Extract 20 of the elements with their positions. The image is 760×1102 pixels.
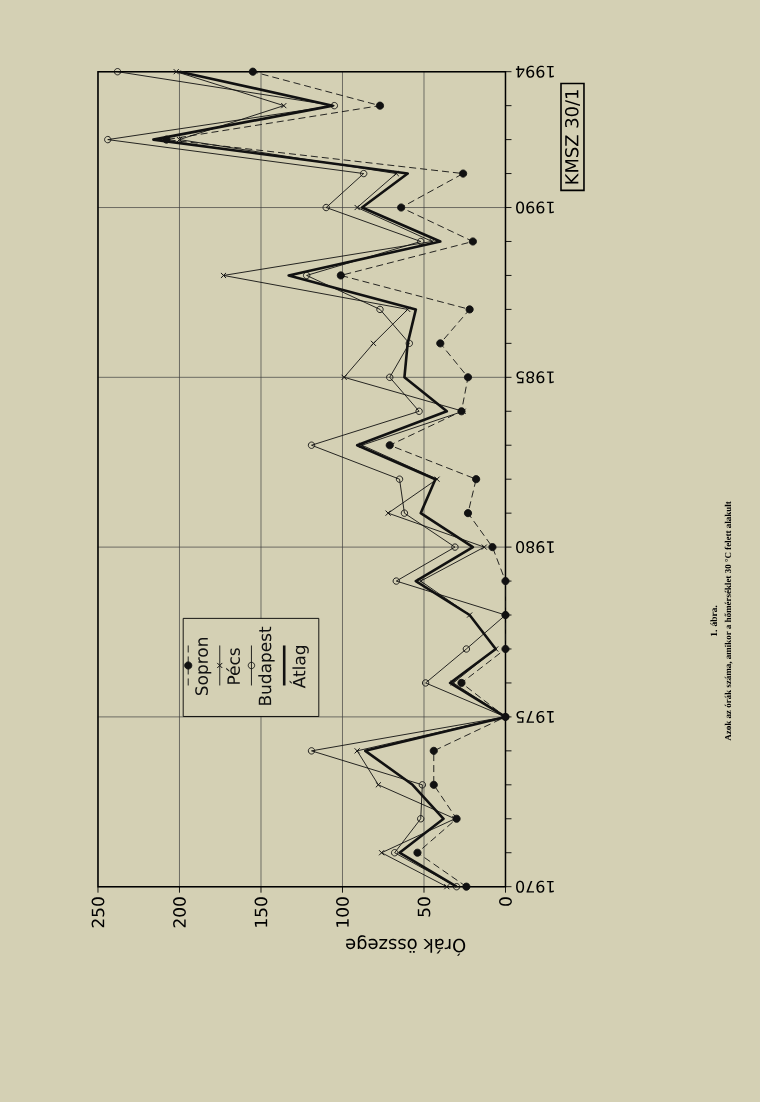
y-tick-label: 1980	[516, 541, 554, 554]
x-tick-label: 200	[173, 897, 186, 928]
x-tick-label: 250	[91, 897, 105, 928]
y-tick-label: 1970	[516, 880, 554, 893]
y-tick-label: 1994	[515, 65, 554, 78]
y-tick-label: 1990	[516, 201, 554, 214]
x-tick-label: 100	[336, 897, 349, 927]
text: 1. ábra.	[710, 605, 718, 636]
x-tick-label: 150	[254, 897, 268, 927]
x-tick-label: 0	[499, 897, 512, 906]
x-tick-label: 50	[417, 897, 431, 917]
legend-label: Pécs	[226, 648, 241, 684]
legend-label: Budapest	[258, 626, 275, 705]
text: Azok az órák száma, amikor a hőmérséklet 30 °C felett alakult	[724, 501, 733, 741]
legend-label: Sopron	[195, 638, 212, 696]
legend-label: Átlag	[289, 646, 309, 689]
y-tick-label: 1975	[516, 710, 554, 723]
text: KMSZ 30/1	[565, 90, 580, 184]
x-axis-title: Órák összege	[346, 935, 466, 956]
y-tick-label: 1985	[516, 371, 554, 384]
